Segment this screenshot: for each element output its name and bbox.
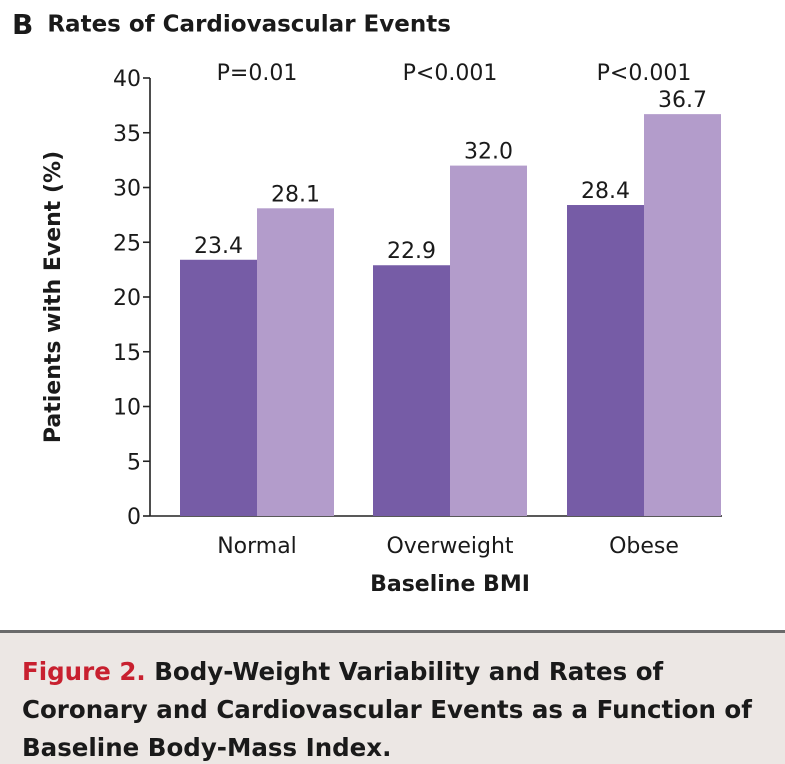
x-tick-label: Obese xyxy=(609,534,679,559)
data-label: 22.9 xyxy=(387,239,436,264)
data-label: 32.0 xyxy=(464,140,513,165)
x-tick-label: Normal xyxy=(217,534,297,559)
bar xyxy=(373,265,450,516)
y-tick-label: 20 xyxy=(113,286,141,311)
data-label: 28.1 xyxy=(271,182,320,207)
caption-label: Figure 2. xyxy=(22,657,146,686)
bar-chart: 0 5 10 15 20 25 30 35 40 Patients with Event (%) B… xyxy=(41,61,722,597)
data-label: 28.4 xyxy=(581,179,630,204)
bar xyxy=(644,114,721,516)
p-value-label: P<0.001 xyxy=(403,61,498,86)
y-tick-label: 0 xyxy=(127,505,141,530)
p-value-label: P=0.01 xyxy=(217,61,298,86)
panel-header: B Rates of Cardiovascular Events xyxy=(12,8,451,48)
chart-title: Rates of Cardiovascular Events xyxy=(47,11,451,38)
p-value-label: P<0.001 xyxy=(597,61,692,86)
panel-letter: B xyxy=(12,8,34,41)
caption-text: Body-Weight Variability and Rates of Cor… xyxy=(22,657,752,762)
bar xyxy=(567,205,644,516)
y-tick-label: 25 xyxy=(113,231,141,256)
data-label: 23.4 xyxy=(194,234,243,259)
data-labels: 23.4 28.1 22.9 32.0 28.4 36.7 xyxy=(194,88,707,264)
figure-caption: Figure 2. Body-Weight Variability and Ra… xyxy=(22,653,782,764)
bars xyxy=(180,114,721,516)
x-tick-label: Overweight xyxy=(386,534,513,559)
y-axis-label: Patients with Event (%) xyxy=(41,151,66,443)
x-axis-label: Baseline BMI xyxy=(370,572,530,597)
y-tick-label: 10 xyxy=(113,396,141,421)
y-tick-label: 15 xyxy=(113,341,141,366)
y-tick-label: 30 xyxy=(113,177,141,202)
data-label: 36.7 xyxy=(658,88,707,113)
y-tick-label: 35 xyxy=(113,122,141,147)
bar xyxy=(257,208,334,516)
y-tick-label: 5 xyxy=(127,450,141,475)
figure-caption-box: Figure 2. Body-Weight Variability and Ra… xyxy=(0,630,785,764)
p-value-annotations: P=0.01 P<0.001 P<0.001 xyxy=(217,61,692,86)
bar xyxy=(450,165,527,516)
bar xyxy=(180,259,257,516)
y-tick-label: 40 xyxy=(113,67,141,92)
axes: 0 5 10 15 20 25 30 35 40 Patients with Event (%) B… xyxy=(41,67,722,597)
